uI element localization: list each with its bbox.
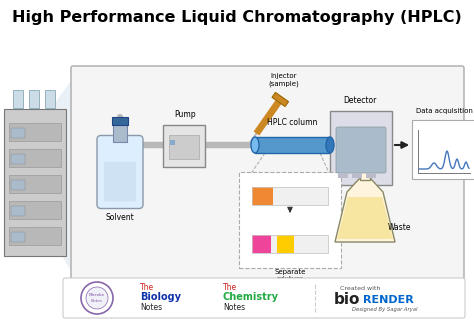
Text: Designed By Sagar Aryal: Designed By Sagar Aryal xyxy=(352,308,418,313)
Text: Data acquisition: Data acquisition xyxy=(416,108,473,114)
Polygon shape xyxy=(337,197,393,239)
Bar xyxy=(11,206,25,216)
Text: Solvent: Solvent xyxy=(106,212,134,221)
Bar xyxy=(255,137,330,153)
FancyBboxPatch shape xyxy=(330,111,392,185)
Bar xyxy=(366,173,376,178)
Bar xyxy=(11,180,25,190)
Bar xyxy=(11,232,25,242)
FancyBboxPatch shape xyxy=(412,120,474,179)
Text: Notes: Notes xyxy=(223,302,245,311)
Polygon shape xyxy=(272,92,289,107)
Bar xyxy=(252,235,271,253)
Text: Injector
(sample): Injector (sample) xyxy=(268,74,299,87)
FancyBboxPatch shape xyxy=(4,109,66,256)
Bar xyxy=(112,116,128,124)
FancyBboxPatch shape xyxy=(163,125,205,167)
FancyBboxPatch shape xyxy=(63,278,465,318)
Bar xyxy=(338,173,348,178)
Bar xyxy=(11,128,25,138)
Bar xyxy=(9,227,61,245)
FancyBboxPatch shape xyxy=(239,172,341,268)
Text: Biology: Biology xyxy=(140,292,181,302)
Text: Notes: Notes xyxy=(140,302,162,311)
Text: bio: bio xyxy=(334,292,360,308)
Bar xyxy=(29,90,39,108)
Bar xyxy=(9,175,61,193)
Bar xyxy=(252,187,273,205)
FancyBboxPatch shape xyxy=(71,66,464,287)
Polygon shape xyxy=(10,78,73,275)
Text: Notes: Notes xyxy=(91,299,103,303)
Text: Waste: Waste xyxy=(388,222,412,231)
Text: Pump: Pump xyxy=(174,110,196,119)
Text: HPLC column: HPLC column xyxy=(267,118,318,127)
Polygon shape xyxy=(335,179,395,242)
Bar xyxy=(169,135,199,159)
FancyBboxPatch shape xyxy=(104,162,136,202)
Bar xyxy=(170,140,175,145)
Text: Separate
mixture
component: Separate mixture component xyxy=(270,269,310,289)
Bar xyxy=(13,90,23,108)
Bar xyxy=(252,235,328,253)
Bar xyxy=(352,173,362,178)
Bar xyxy=(252,187,328,205)
Text: High Performance Liquid Chromatography (HPLC): High Performance Liquid Chromatography (… xyxy=(12,10,462,25)
Bar xyxy=(9,149,61,167)
Text: Chemistry: Chemistry xyxy=(223,292,279,302)
Ellipse shape xyxy=(251,137,259,153)
Bar xyxy=(11,154,25,164)
Ellipse shape xyxy=(326,137,334,153)
Bar xyxy=(252,235,328,253)
Text: Created with: Created with xyxy=(340,285,380,291)
Text: Microbe: Microbe xyxy=(89,293,105,297)
Text: The: The xyxy=(223,284,237,292)
Bar xyxy=(45,90,55,108)
FancyBboxPatch shape xyxy=(360,164,370,180)
Bar xyxy=(9,123,61,141)
FancyBboxPatch shape xyxy=(336,127,386,173)
Bar xyxy=(9,201,61,219)
Circle shape xyxy=(81,282,113,314)
Text: The: The xyxy=(140,284,154,292)
Circle shape xyxy=(86,287,108,309)
Bar xyxy=(277,235,294,253)
FancyBboxPatch shape xyxy=(97,135,143,209)
Bar xyxy=(252,187,328,205)
Text: Detector: Detector xyxy=(343,96,377,105)
Bar xyxy=(113,124,127,141)
Text: RENDER: RENDER xyxy=(363,295,414,305)
